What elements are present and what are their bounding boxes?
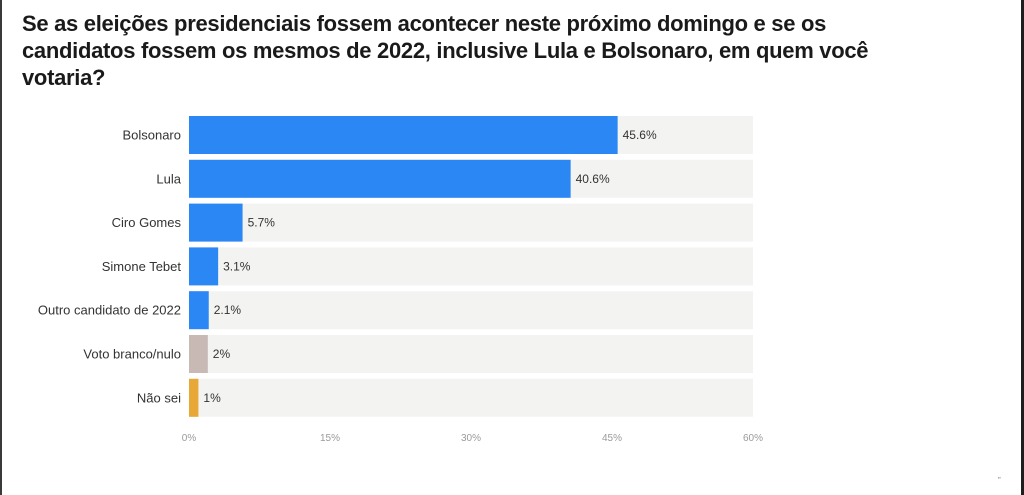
category-label: Voto branco/nulo xyxy=(83,347,181,362)
x-tick-label: 30% xyxy=(461,433,481,444)
left-frame-border xyxy=(0,0,2,495)
bar xyxy=(189,247,219,286)
data-label: 3.1% xyxy=(223,259,251,273)
category-label: Outro candidato de 2022 xyxy=(38,303,181,318)
x-tick-label: 0% xyxy=(182,433,197,444)
bar-track xyxy=(189,378,753,417)
category-label: Lula xyxy=(156,171,181,186)
data-label: 2% xyxy=(213,347,231,361)
bar xyxy=(189,116,618,154)
x-tick-label: 15% xyxy=(320,433,340,444)
category-label: Ciro Gomes xyxy=(112,215,182,230)
x-tick-label: 45% xyxy=(602,433,622,444)
bar xyxy=(189,203,243,242)
bar-track xyxy=(189,291,753,330)
chart-title: Se as eleições presidenciais fossem acon… xyxy=(22,11,869,90)
right-frame-border xyxy=(1021,0,1024,495)
category-label: Simone Tebet xyxy=(102,259,182,274)
bar-track xyxy=(189,203,753,242)
bar xyxy=(189,159,571,198)
data-label: 40.6% xyxy=(576,172,610,186)
x-tick-label: 60% xyxy=(743,433,763,444)
bar-track xyxy=(189,335,753,373)
data-label: 45.6% xyxy=(623,128,657,142)
data-label: 5.7% xyxy=(248,216,276,230)
bar xyxy=(189,291,209,330)
bar-track xyxy=(189,247,753,286)
bar xyxy=(189,378,199,417)
data-label: 2.1% xyxy=(214,303,242,317)
corner-mark: ” xyxy=(998,476,1001,485)
category-label: Bolsonaro xyxy=(122,128,181,143)
data-label: 1% xyxy=(203,391,221,405)
bar xyxy=(189,335,208,373)
category-label: Não sei xyxy=(137,390,181,405)
